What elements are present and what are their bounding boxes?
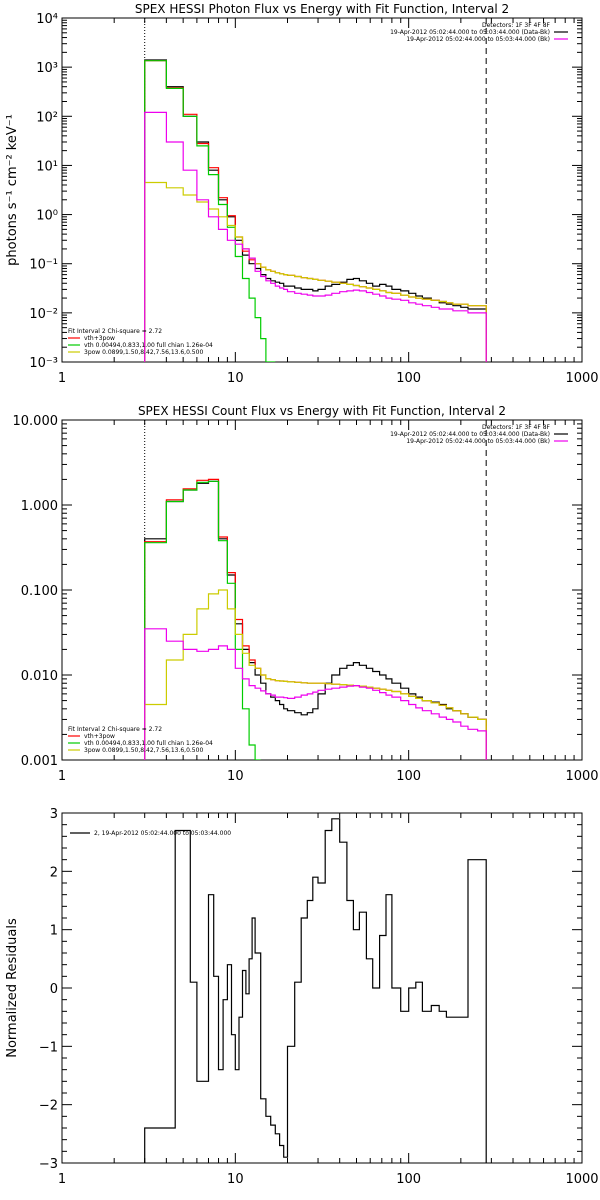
legend-entry: 19-Apr-2012 05:02:44.000 to 05:03:44.000…	[390, 431, 550, 438]
y-tick-label: 2	[50, 865, 58, 880]
y-tick-label: −2	[39, 1099, 58, 1114]
y-tick-label: 0.100	[21, 584, 58, 599]
series-data	[144, 59, 487, 362]
legend-entry: 19-Apr-2012 05:02:44.000 to 05:03:44.000…	[390, 29, 550, 36]
y-tick-label: 10³	[36, 61, 58, 76]
series-vth	[144, 60, 276, 362]
series-data	[144, 480, 487, 760]
y-tick-label: 10⁰	[36, 209, 58, 224]
y-tick-label: 10⁻¹	[29, 258, 58, 273]
y-tick-label: 10⁻²	[29, 307, 58, 322]
y-tick-label: 1	[50, 924, 58, 939]
series-total	[144, 478, 487, 760]
chart-title: SPEX HESSI Photon Flux vs Energy with Fi…	[135, 2, 509, 16]
legend-entry: vth+3pow	[84, 335, 115, 342]
x-tick-label: 10	[227, 371, 244, 386]
y-tick-label: −1	[39, 1040, 58, 1055]
x-tick-label: 100	[396, 1172, 421, 1187]
y-tick-label: 0.010	[21, 669, 58, 684]
x-tick-label: 1000	[565, 1172, 598, 1187]
chart-title: SPEX HESSI Count Flux vs Energy with Fit…	[138, 404, 506, 418]
series-vth	[144, 480, 261, 760]
series-total	[144, 60, 487, 362]
series-bk	[144, 111, 487, 362]
x-tick-label: 100	[396, 371, 421, 386]
legend-entry: 2, 19-Apr-2012 05:02:44.000 to 05:03:44.…	[94, 830, 231, 837]
y-axis-label: photons s⁻¹ cm⁻² keV⁻¹	[5, 114, 20, 266]
y-tick-label: 0	[50, 982, 58, 997]
series-3pow	[144, 181, 487, 362]
series-residuals	[144, 818, 487, 1163]
y-tick-label: 3	[50, 807, 58, 822]
legend-entry: Detectors: 1F 3F 4F 8F	[482, 424, 551, 431]
x-tick-label: 10	[227, 1172, 244, 1187]
y-tick-label: 10¹	[36, 159, 58, 174]
legend-entry: 19-Apr-2012 05:02:44.000 to 05:03:44.000…	[406, 36, 550, 43]
chart-panel-3: 1 10 100 1000 −3 −2 −1 0 1 2 3 Normalized Residuals…	[5, 807, 599, 1187]
x-tick-label: 1	[58, 1172, 66, 1187]
legend-entry: vth+3pow	[84, 733, 115, 740]
plot-frame	[61, 17, 583, 363]
legend-entry: Fit Interval 2 Chi-square = 2.72	[68, 328, 162, 335]
x-tick-label: 1000	[565, 371, 598, 386]
legend-entry: Detectors: 1F 3F 4F 8F	[482, 22, 551, 29]
legend-entry: 3pow 0.0899,1.50,8.42,7.56,13.6,0.500	[84, 747, 203, 754]
legend-entry: 3pow 0.0899,1.50,8.42,7.56,13.6,0.500	[84, 349, 203, 356]
plot-frame	[61, 419, 583, 761]
series-bk	[144, 628, 487, 760]
legend-entry: vth 0.00494,0.833,1.00 full chian 1.26e-…	[84, 740, 213, 747]
x-tick-label: 1	[58, 371, 66, 386]
x-tick-label: 1000	[565, 769, 598, 784]
y-tick-label: 10.000	[13, 414, 59, 429]
y-tick-label: −3	[39, 1157, 58, 1172]
legend-entry: 19-Apr-2012 05:02:44.000 to 05:03:44.000…	[406, 438, 550, 445]
legend-entry: vth 0.00494,0.833,1.00 full chian 1.26e-…	[84, 342, 213, 349]
y-axis-label: Normalized Residuals	[5, 918, 20, 1058]
x-tick-label: 1	[58, 769, 66, 784]
chart-panel-1: SPEX HESSI Photon Flux vs Energy with Fi…	[5, 2, 599, 386]
series-3pow	[144, 589, 487, 760]
y-tick-label: 10⁻³	[29, 356, 58, 371]
y-tick-label: 0.001	[21, 754, 58, 769]
y-tick-label: 1.000	[21, 499, 58, 514]
y-tick-label: 10²	[36, 110, 58, 125]
y-tick-label: 10⁴	[36, 12, 58, 27]
plot-frame	[61, 812, 583, 1164]
x-tick-label: 100	[396, 769, 421, 784]
legend-entry: Fit Interval 2 Chi-square = 2.72	[68, 726, 162, 733]
x-tick-label: 10	[227, 769, 244, 784]
chart-panel-2: SPEX HESSI Count Flux vs Energy with Fit…	[13, 404, 599, 784]
